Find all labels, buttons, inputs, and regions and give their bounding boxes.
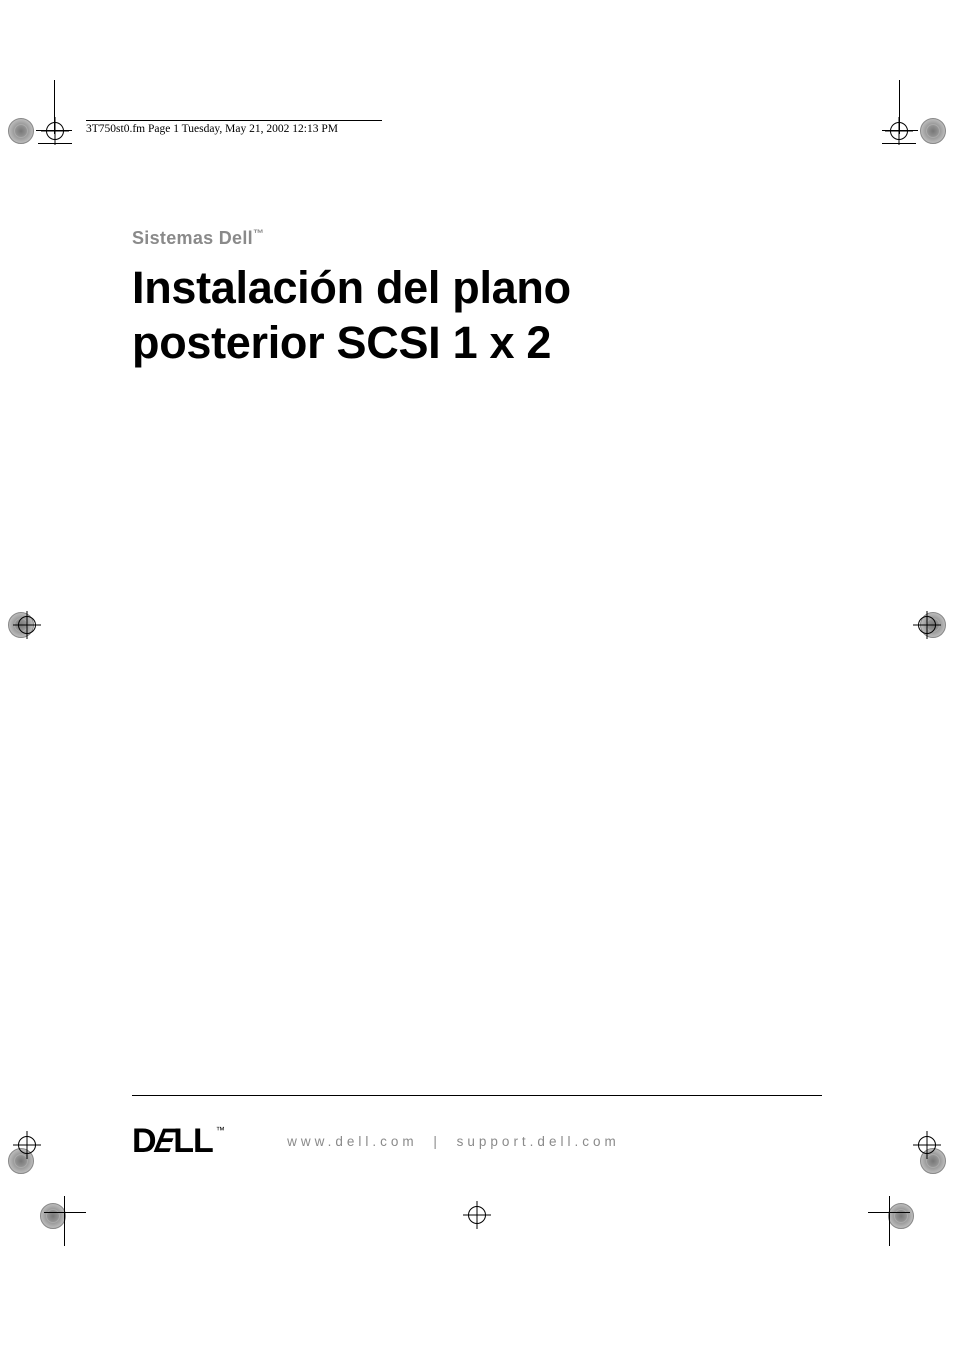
footer-urls: www.dell.com | support.dell.com — [185, 1134, 722, 1149]
crosshair-icon — [918, 1136, 936, 1154]
page-footer: DELL ™ www.dell.com | support.dell.com — [132, 1095, 822, 1161]
registration-mark-icon — [920, 118, 946, 144]
crosshair-icon — [890, 122, 908, 140]
pretitle: Sistemas Dell™ — [132, 228, 822, 249]
page-content: Sistemas Dell™ Instalación del plano pos… — [132, 228, 822, 371]
frame-maker-header: 3T750st0.fm Page 1 Tuesday, May 21, 2002… — [86, 120, 338, 135]
crosshair-icon — [18, 616, 36, 634]
trademark-icon: ™ — [253, 228, 264, 240]
title-line-1: Instalación del plano — [132, 261, 822, 316]
crop-mark-bl — [64, 1196, 94, 1246]
separator-icon: | — [433, 1134, 441, 1149]
crosshair-line — [36, 130, 72, 131]
page-title: Instalación del plano posterior SCSI 1 x… — [132, 261, 822, 371]
registration-mark-icon — [40, 1203, 66, 1229]
crosshair-line — [882, 130, 918, 131]
crosshair-icon — [918, 616, 936, 634]
crosshair-icon — [46, 122, 64, 140]
footer-url-1: www.dell.com — [287, 1134, 418, 1149]
footer-url-2: support.dell.com — [457, 1134, 620, 1149]
registration-mark-icon — [8, 118, 34, 144]
crosshair-icon — [18, 1136, 36, 1154]
footer-row: DELL ™ www.dell.com | support.dell.com — [132, 1122, 822, 1161]
pretitle-text: Sistemas Dell — [132, 228, 253, 248]
registration-mark-icon — [888, 1203, 914, 1229]
footer-rule — [132, 1095, 822, 1096]
crosshair-icon — [468, 1206, 486, 1224]
document-page: 3T750st0.fm Page 1 Tuesday, May 21, 2002… — [0, 0, 954, 1351]
crop-mark-br — [860, 1196, 890, 1246]
title-line-2: posterior SCSI 1 x 2 — [132, 316, 822, 371]
